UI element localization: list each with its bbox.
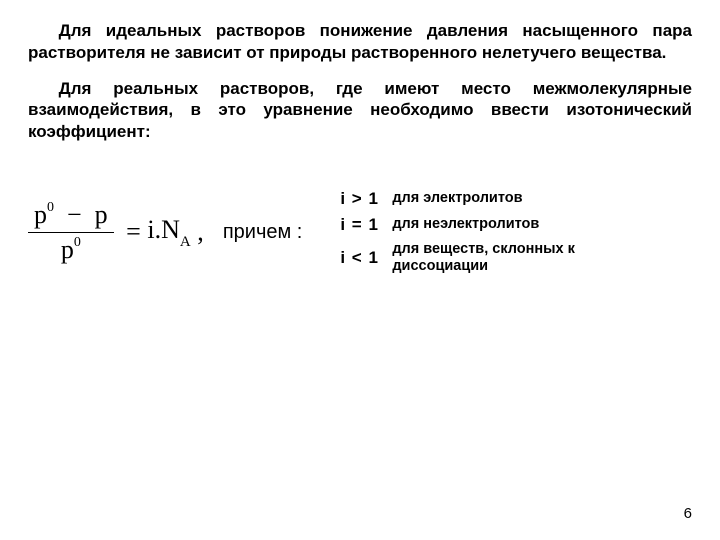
eq-sign: =	[126, 217, 141, 246]
sup-zero-den: 0	[74, 235, 81, 250]
page-number: 6	[684, 505, 692, 522]
condition-math: i > 1	[340, 189, 392, 209]
p-den: p	[61, 235, 74, 264]
formula-denominator: p0	[28, 233, 114, 265]
condition-row: i = 1 для неэлектролитов	[340, 215, 612, 235]
minus-sign: −	[67, 200, 82, 229]
conditions-block: i > 1 для электролитов i = 1 для неэлект…	[340, 183, 612, 282]
paragraph-ideal: Для идеальных растворов понижение давлен…	[28, 20, 692, 64]
equals: =	[120, 217, 148, 247]
formula: p0 − p p0 = i.NA , причем :	[28, 200, 302, 265]
comma: ,	[191, 217, 204, 247]
p-sym: p	[34, 200, 47, 229]
condition-label: для неэлектролитов	[392, 216, 539, 233]
condition-label: для веществ, склонных к диссоциации	[392, 241, 612, 276]
formula-numerator: p0 − p	[28, 200, 114, 233]
rhs: i.NA	[147, 215, 190, 249]
formula-fraction: p0 − p p0	[28, 200, 114, 265]
formula-row: p0 − p p0 = i.NA , причем : i > 1 для эл…	[28, 183, 692, 282]
condition-math: i < 1	[340, 248, 392, 268]
p-right: p	[95, 200, 108, 229]
condition-label: для электролитов	[392, 190, 522, 207]
sup-zero: 0	[47, 200, 54, 215]
slide-content: Для идеальных растворов понижение давлен…	[0, 0, 720, 282]
sub-a: A	[180, 234, 191, 250]
condition-row: i > 1 для электролитов	[340, 189, 612, 209]
after-word: причем :	[212, 221, 303, 244]
minus: −	[61, 200, 89, 229]
condition-row: i < 1 для веществ, склонных к диссоциаци…	[340, 241, 612, 276]
comma-sym: ,	[197, 217, 204, 246]
p0-left: p0	[34, 200, 54, 229]
paragraph-real: Для реальных растворов, где имеют место …	[28, 78, 692, 143]
i-n: i.N	[147, 215, 180, 244]
after-text: причем :	[223, 221, 303, 243]
condition-math: i = 1	[340, 215, 392, 235]
